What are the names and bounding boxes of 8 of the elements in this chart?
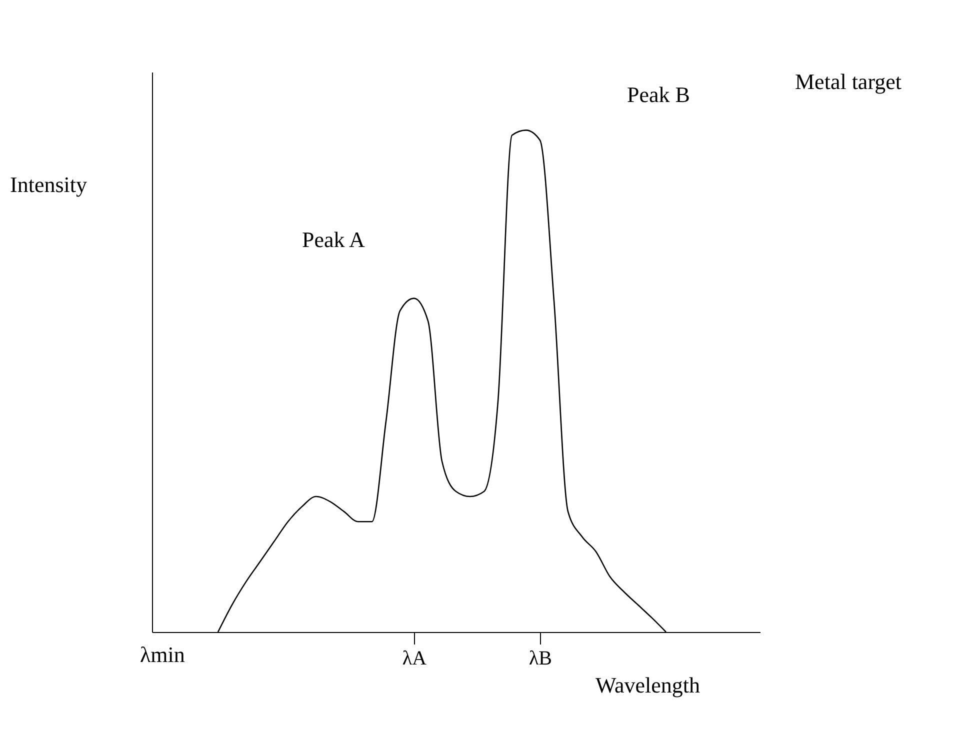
text: Metal target: [795, 69, 902, 94]
annotation: Peak A: [302, 227, 366, 252]
x-axis-title: Wavelength: [596, 672, 700, 698]
x-tick-label: λA: [402, 648, 428, 670]
text: Peak B: [627, 82, 690, 107]
text: λmin: [140, 642, 185, 667]
text: Intensity: [10, 172, 87, 197]
x-tick-label: λB: [528, 648, 552, 670]
